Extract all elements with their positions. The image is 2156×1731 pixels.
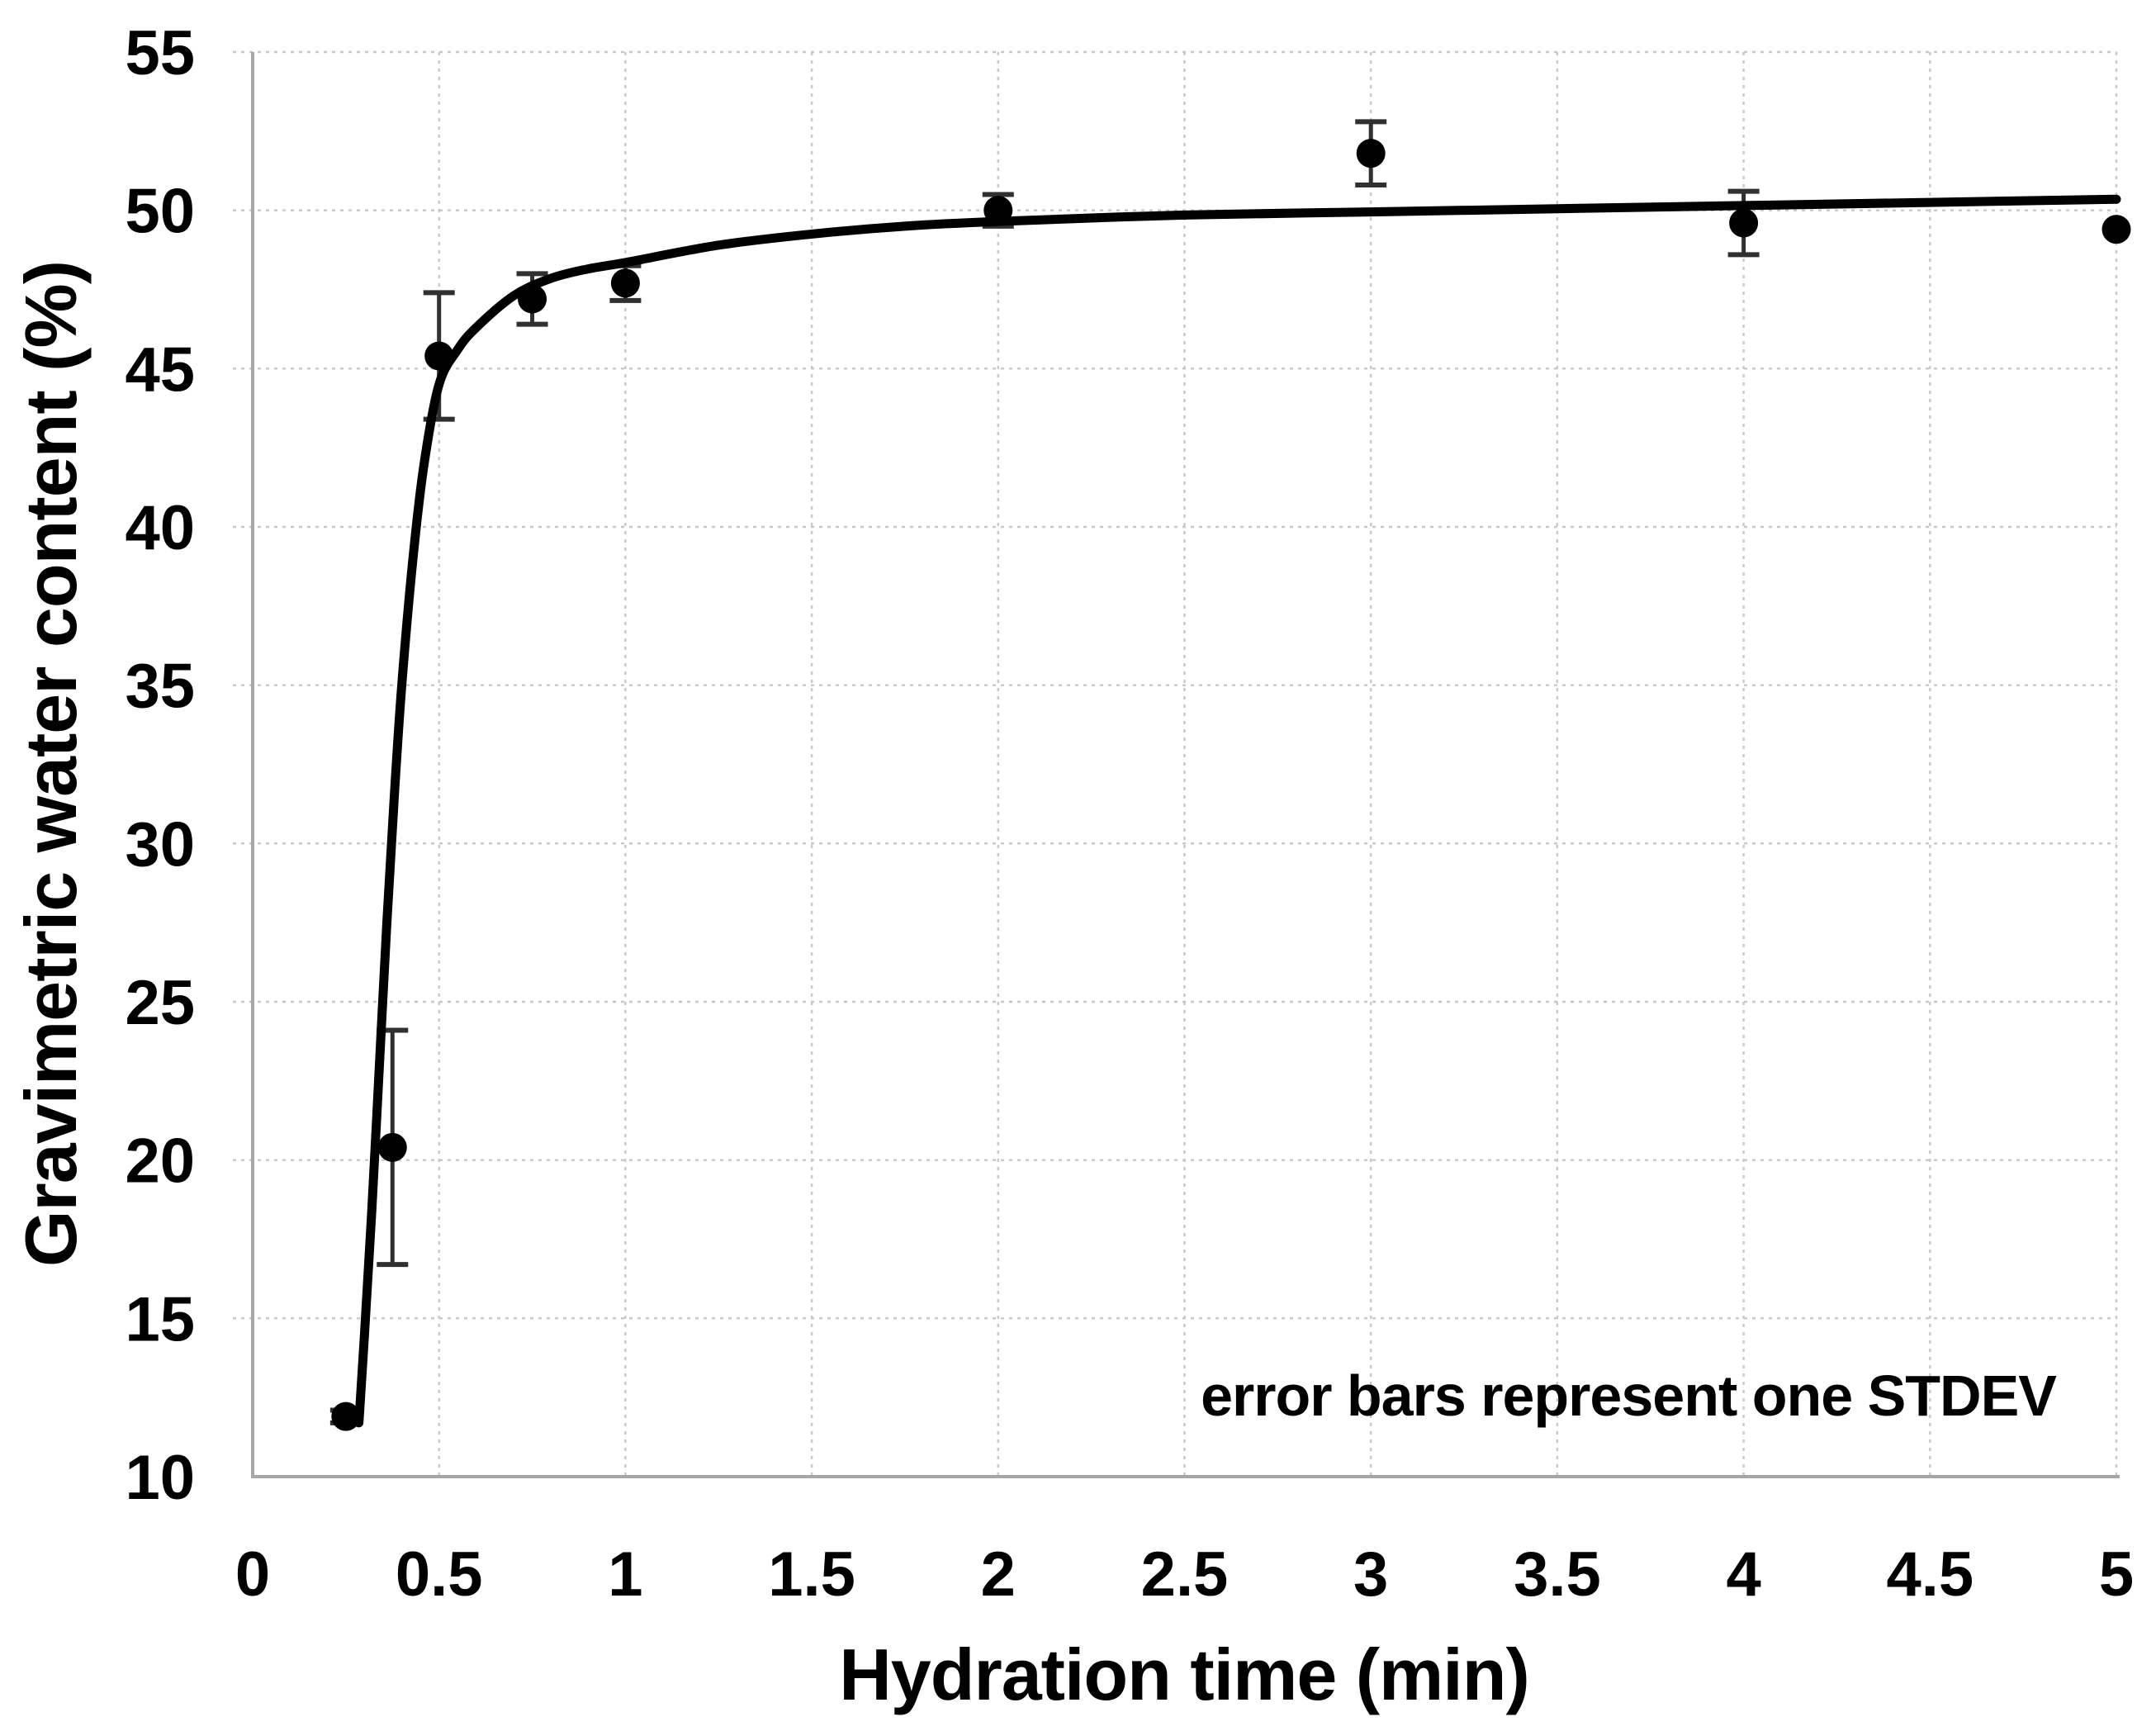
y-tick-label-40: 40 [125,493,195,563]
data-point-marker [1356,139,1386,168]
data-point-marker [610,268,640,298]
data-point-marker [518,284,547,314]
x-tick-label-5: 5 [2099,1539,2134,1610]
y-tick-labels: 10 15 20 25 30 35 40 45 50 55 [125,18,195,1513]
x-tick-label-1: 1 [608,1539,642,1610]
y-tick-label-35: 35 [125,652,195,722]
y-tick-label-45: 45 [125,334,195,405]
x-tick-label-2.5: 2.5 [1141,1539,1229,1610]
axis-lines [251,52,2120,1478]
errorbar-annotation: error bars represent one STDEV [1201,1363,2057,1428]
y-tick-label-30: 30 [125,809,195,880]
x-tick-label-4.5: 4.5 [1886,1539,1974,1610]
y-tick-label-10: 10 [125,1443,195,1513]
fit-curve-path [354,194,2121,1428]
y-tick-label-25: 25 [125,968,195,1038]
data-point-marker [2102,215,2131,244]
x-tick-label-0.5: 0.5 [396,1539,483,1610]
fit-curve [354,194,2121,1428]
data-point-marker [424,341,454,371]
gridlines [233,50,2118,1477]
data-point-marker [377,1132,407,1162]
data-point-marker [1729,208,1759,238]
x-tick-label-2: 2 [981,1539,1016,1610]
y-tick-label-50: 50 [125,177,195,247]
x-axis-title: Hydration time (min) [839,1634,1529,1715]
x-tick-label-4: 4 [1726,1539,1760,1610]
data-points [331,139,2131,1431]
x-tick-label-3.5: 3.5 [1514,1539,1601,1610]
x-tick-label-1.5: 1.5 [768,1539,855,1610]
error-bars [329,119,1760,1425]
x-tick-label-0: 0 [235,1539,270,1610]
data-point-marker [331,1401,361,1431]
y-tick-label-15: 15 [125,1284,195,1354]
x-tick-labels: 0 0.5 1 1.5 2 2.5 3 3.5 4 4.5 5 [235,1539,2134,1610]
y-tick-label-20: 20 [125,1126,195,1197]
data-point-marker [983,196,1013,225]
y-axis-title: Gravimetric water content (%) [10,261,92,1267]
y-tick-label-55: 55 [125,18,195,88]
x-tick-label-3: 3 [1353,1539,1388,1610]
